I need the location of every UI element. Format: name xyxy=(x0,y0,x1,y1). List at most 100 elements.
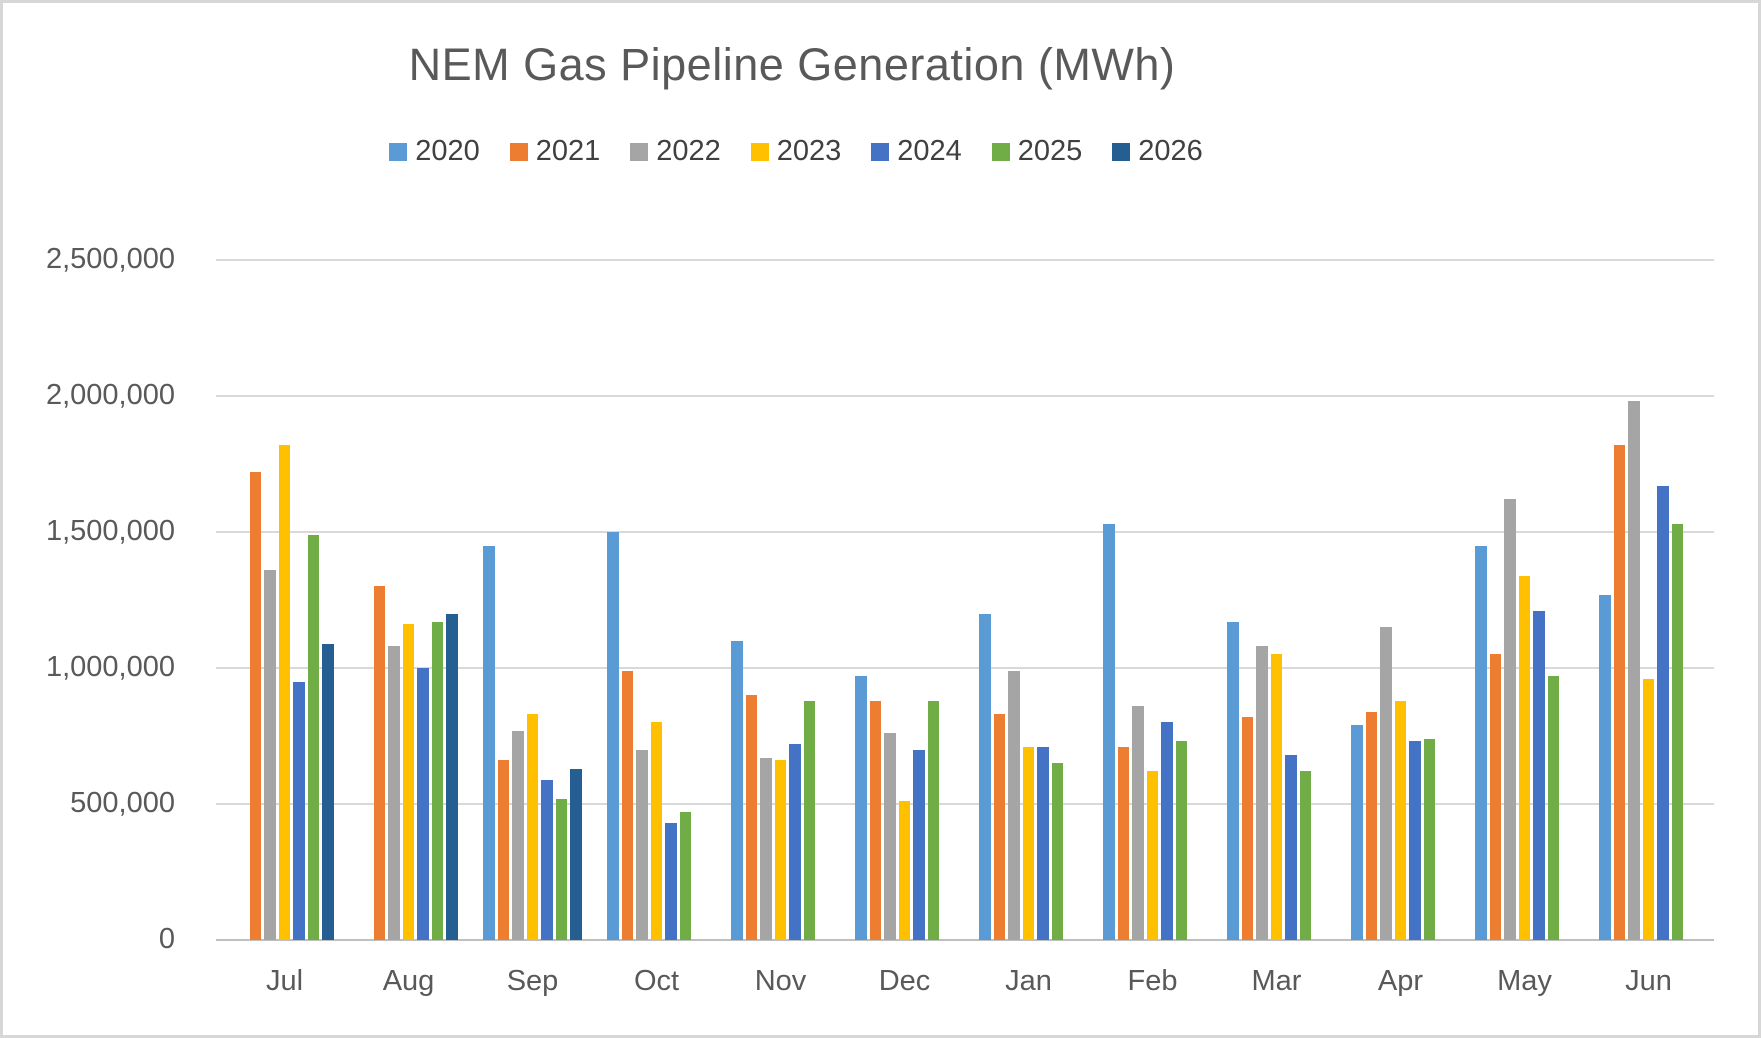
bar-2026-Jul[interactable] xyxy=(322,643,334,940)
bar-2025-Apr[interactable] xyxy=(1423,738,1436,940)
y-axis-label-2000000: 2,000,000 xyxy=(45,379,175,411)
bar-2024-Jul[interactable] xyxy=(293,681,305,940)
x-axis-label-Feb: Feb xyxy=(1127,965,1178,997)
bar-2025-Nov[interactable] xyxy=(803,700,816,940)
y-axis-label-1500000: 1,500,000 xyxy=(45,515,175,547)
legend-item-2021[interactable]: 2021 xyxy=(509,135,600,168)
bar-2020-Nov[interactable] xyxy=(731,640,743,940)
bar-2021-Nov[interactable] xyxy=(745,695,758,940)
bar-2021-Feb[interactable] xyxy=(1117,746,1130,940)
bar-2022-Apr[interactable] xyxy=(1380,627,1392,940)
bar-2024-Oct[interactable] xyxy=(665,823,677,940)
bar-2023-Dec[interactable] xyxy=(898,801,911,940)
bar-2024-May[interactable] xyxy=(1533,610,1545,940)
bar-2020-Apr[interactable] xyxy=(1351,725,1363,940)
bar-2024-Jun[interactable] xyxy=(1657,485,1669,940)
legend-swatch-2025 xyxy=(991,142,1010,161)
bar-2023-Feb[interactable] xyxy=(1146,771,1159,940)
bar-2023-Jun[interactable] xyxy=(1642,678,1655,940)
bar-2021-May[interactable] xyxy=(1489,654,1502,940)
bar-2021-Jun[interactable] xyxy=(1613,444,1626,940)
legend-item-2020[interactable]: 2020 xyxy=(389,135,480,168)
x-axis-label-Sep: Sep xyxy=(506,965,559,997)
bar-2021-Oct[interactable] xyxy=(621,670,634,940)
bar-2022-Feb[interactable] xyxy=(1132,706,1144,940)
bar-2024-Feb[interactable] xyxy=(1161,722,1173,940)
bar-2025-Jul[interactable] xyxy=(307,534,320,940)
bar-2022-Jun[interactable] xyxy=(1628,401,1640,940)
bar-2022-Jan[interactable] xyxy=(1008,670,1020,940)
legend-label-2026: 2026 xyxy=(1138,135,1203,167)
bar-2021-Jan[interactable] xyxy=(993,714,1006,940)
bar-2022-Aug[interactable] xyxy=(388,646,400,940)
y-axis-label-2500000: 2,500,000 xyxy=(45,243,175,275)
legend-item-2024[interactable]: 2024 xyxy=(871,135,962,168)
legend-label-2023: 2023 xyxy=(776,135,842,167)
legend-item-2022[interactable]: 2022 xyxy=(630,135,721,168)
bar-2022-Sep[interactable] xyxy=(512,730,524,940)
bar-2024-Nov[interactable] xyxy=(789,744,801,940)
bar-2024-Aug[interactable] xyxy=(417,668,429,940)
bar-2020-Jan[interactable] xyxy=(979,613,991,940)
x-axis-label-Jun: Jun xyxy=(1625,965,1672,997)
bar-2023-Sep[interactable] xyxy=(526,714,539,940)
y-axis-label-0: 0 xyxy=(158,923,175,955)
legend-item-2025[interactable]: 2025 xyxy=(991,135,1082,168)
bar-2020-Oct[interactable] xyxy=(607,532,619,940)
bar-2026-Aug[interactable] xyxy=(446,613,458,940)
bar-2025-Jun[interactable] xyxy=(1671,523,1684,940)
bar-2023-Mar[interactable] xyxy=(1270,654,1283,940)
bar-2023-Jul[interactable] xyxy=(278,444,291,940)
bar-2022-Jul[interactable] xyxy=(264,570,276,940)
bar-2022-May[interactable] xyxy=(1504,499,1516,940)
bar-2023-Oct[interactable] xyxy=(650,722,663,940)
bar-2024-Sep[interactable] xyxy=(541,779,553,940)
x-axis-label-Nov: Nov xyxy=(754,965,807,997)
bar-2020-May[interactable] xyxy=(1475,545,1487,940)
bar-2024-Jan[interactable] xyxy=(1037,746,1049,940)
bar-2021-Aug[interactable] xyxy=(373,586,386,940)
bar-2023-May[interactable] xyxy=(1518,575,1531,940)
bar-2021-Apr[interactable] xyxy=(1365,711,1378,940)
bar-2024-Apr[interactable] xyxy=(1409,741,1421,940)
bar-2023-Nov[interactable] xyxy=(774,760,787,940)
bar-2023-Aug[interactable] xyxy=(402,624,415,940)
bar-2021-Sep[interactable] xyxy=(497,760,510,940)
bar-2024-Dec[interactable] xyxy=(913,749,925,940)
bar-2023-Jan[interactable] xyxy=(1022,746,1035,940)
bar-2022-Nov[interactable] xyxy=(760,757,772,940)
bar-2020-Dec[interactable] xyxy=(855,676,867,940)
bar-2025-Mar[interactable] xyxy=(1299,771,1312,940)
bar-2020-Feb[interactable] xyxy=(1103,523,1115,940)
bar-2020-Jun[interactable] xyxy=(1599,594,1611,940)
bar-2025-Sep[interactable] xyxy=(555,798,568,940)
x-axis-label-Apr: Apr xyxy=(1377,965,1424,997)
bar-2023-Apr[interactable] xyxy=(1394,700,1407,940)
gridline-1500000 xyxy=(216,531,1714,533)
x-axis-label-Dec: Dec xyxy=(878,965,931,997)
bar-2021-Jul[interactable] xyxy=(249,472,262,940)
bar-2022-Dec[interactable] xyxy=(884,733,896,940)
bar-2025-Aug[interactable] xyxy=(431,621,444,940)
bar-2025-Dec[interactable] xyxy=(927,700,940,940)
bar-2025-May[interactable] xyxy=(1547,676,1560,940)
legend: 2020 2021 2022 2023 2024 2025 2026 xyxy=(3,135,1589,168)
bar-2026-Sep[interactable] xyxy=(570,768,582,940)
bar-2025-Oct[interactable] xyxy=(679,812,692,940)
y-axis-label-500000: 500,000 xyxy=(70,787,175,819)
legend-swatch-2026 xyxy=(1112,142,1131,161)
bar-2022-Mar[interactable] xyxy=(1256,646,1268,940)
bar-2025-Feb[interactable] xyxy=(1175,741,1188,940)
legend-item-2026[interactable]: 2026 xyxy=(1112,135,1203,168)
legend-swatch-2022 xyxy=(630,142,649,161)
bar-2020-Sep[interactable] xyxy=(483,545,495,940)
legend-label-2020: 2020 xyxy=(415,135,480,167)
bar-2020-Mar[interactable] xyxy=(1227,621,1239,940)
bar-2021-Dec[interactable] xyxy=(869,700,882,940)
bar-2021-Mar[interactable] xyxy=(1241,716,1254,940)
bar-2025-Jan[interactable] xyxy=(1051,763,1064,940)
legend-item-2023[interactable]: 2023 xyxy=(750,135,842,168)
bar-2022-Oct[interactable] xyxy=(636,749,648,940)
bar-2024-Mar[interactable] xyxy=(1285,755,1297,940)
